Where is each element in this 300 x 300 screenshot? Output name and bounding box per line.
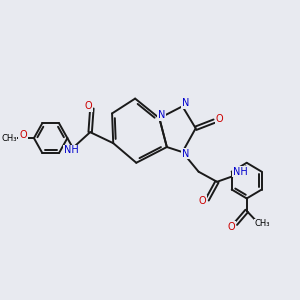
- Text: O: O: [198, 196, 206, 206]
- Text: N: N: [182, 148, 189, 159]
- Text: NH: NH: [233, 167, 248, 177]
- Text: O: O: [85, 101, 92, 111]
- Text: N: N: [182, 98, 190, 108]
- Text: CH₃: CH₃: [1, 134, 16, 142]
- Text: N: N: [158, 110, 165, 120]
- Text: O: O: [228, 222, 235, 232]
- Text: CH₃: CH₃: [254, 219, 270, 228]
- Text: NH: NH: [64, 145, 79, 155]
- Text: O: O: [215, 114, 223, 124]
- Text: O: O: [19, 130, 27, 140]
